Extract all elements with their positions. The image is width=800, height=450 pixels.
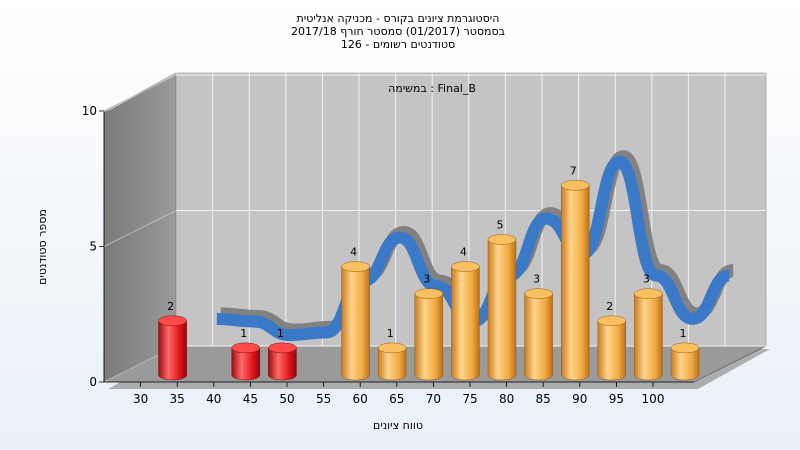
bar-body (451, 266, 480, 381)
bar-top (231, 342, 261, 354)
bar-top (597, 315, 627, 327)
bar-top (524, 288, 553, 299)
bar-body (670, 347, 700, 381)
histogram-bar (268, 342, 297, 381)
grid-line-left-wall (103, 210, 177, 247)
bar-body (414, 293, 444, 381)
bar-top (377, 342, 407, 354)
bar-body (341, 266, 370, 381)
y-tick-label: 5 (89, 240, 97, 254)
histogram-bar (377, 342, 407, 381)
y-axis-label: מספר סטודנטים (36, 209, 49, 285)
bar-body (231, 347, 261, 381)
chart-title-line-2: בסמסטר (01/2017) סמסטר חורף 2017/18 (291, 25, 505, 38)
histogram-bar (158, 315, 187, 381)
bar-body (597, 320, 627, 381)
bar-value-label: 2 (606, 300, 613, 313)
histogram-bar (451, 261, 480, 381)
x-axis-ticks: 30 35 40 45 50 55 60 65 70 75 80 85 90 95 100 (133, 382, 664, 406)
bar-top (634, 288, 663, 299)
bar-value-label: 1 (277, 327, 284, 340)
bar-value-label: 2 (167, 300, 174, 313)
bar-value-label: 4 (350, 246, 357, 259)
bar-body (377, 347, 407, 381)
x-tick-label: 100 (642, 392, 665, 406)
bar-value-label: 5 (497, 219, 504, 232)
x-tick-label: 65 (389, 392, 404, 406)
bar-value-label: 3 (423, 273, 430, 286)
x-tick-label: 30 (133, 392, 148, 406)
x-tick-label: 50 (279, 392, 294, 406)
bar-top (670, 342, 700, 354)
x-tick-label: 95 (609, 392, 624, 406)
x-tick-label: 60 (353, 392, 368, 406)
histogram-bar (597, 315, 627, 381)
bar-top (414, 288, 444, 299)
chart-title-line-1: היסטוגרמת ציונים בקורס - מכניקה אנליטית (297, 12, 500, 25)
bar-value-label: 4 (460, 246, 467, 259)
histogram-bar (231, 342, 261, 381)
grid-line-left-wall (103, 74, 177, 112)
x-tick-label: 75 (462, 392, 477, 406)
histogram-bar (414, 288, 444, 381)
bar-top (158, 315, 187, 327)
bar-top (341, 261, 370, 272)
bar-body (158, 320, 187, 381)
bar-top (268, 342, 297, 354)
x-tick-label: 55 (316, 392, 331, 406)
bar-body (268, 347, 297, 381)
bar-body (560, 185, 590, 381)
histogram-bar (560, 180, 590, 381)
y-tick-label: 10 (82, 104, 97, 118)
histogram-bar (524, 288, 553, 381)
bar-body (487, 239, 517, 381)
x-tick-label: 85 (536, 392, 551, 406)
chart-title-line-3: סטודנטים רשומים - 126 (341, 38, 455, 51)
x-tick-label: 35 (170, 392, 185, 406)
x-tick-label: 80 (499, 392, 514, 406)
x-tick-label: 90 (572, 392, 587, 406)
bar-body (634, 293, 663, 381)
bar-top (451, 261, 480, 272)
bar-value-label: 1 (387, 327, 394, 340)
bar-value-label: 7 (570, 164, 577, 177)
y-tick-label: 0 (89, 375, 97, 389)
y-axis-ticks: 0 5 10 (82, 104, 104, 389)
bar-top (560, 180, 590, 191)
histogram-bar (487, 234, 517, 381)
bar-value-label: 1 (240, 327, 247, 340)
bar-value-label: 3 (643, 273, 650, 286)
bar-body (524, 293, 553, 381)
histogram-bar (341, 261, 370, 381)
bars-group (158, 180, 700, 381)
bar-top (487, 234, 517, 245)
x-axis-label: טווח ציונים (373, 419, 423, 432)
x-tick-label: 70 (426, 392, 441, 406)
bar-value-label: 1 (680, 327, 687, 340)
histogram-bar (670, 342, 700, 381)
x-tick-label: 45 (243, 392, 258, 406)
inner-assignment-label: במשימה : Final_B (388, 82, 476, 95)
data-labels: 2 1 1 4 1 3 4 5 3 7 2 3 1 (167, 164, 686, 340)
histogram-bar (634, 288, 663, 381)
x-tick-label: 40 (206, 392, 221, 406)
bar-value-label: 3 (533, 273, 540, 286)
